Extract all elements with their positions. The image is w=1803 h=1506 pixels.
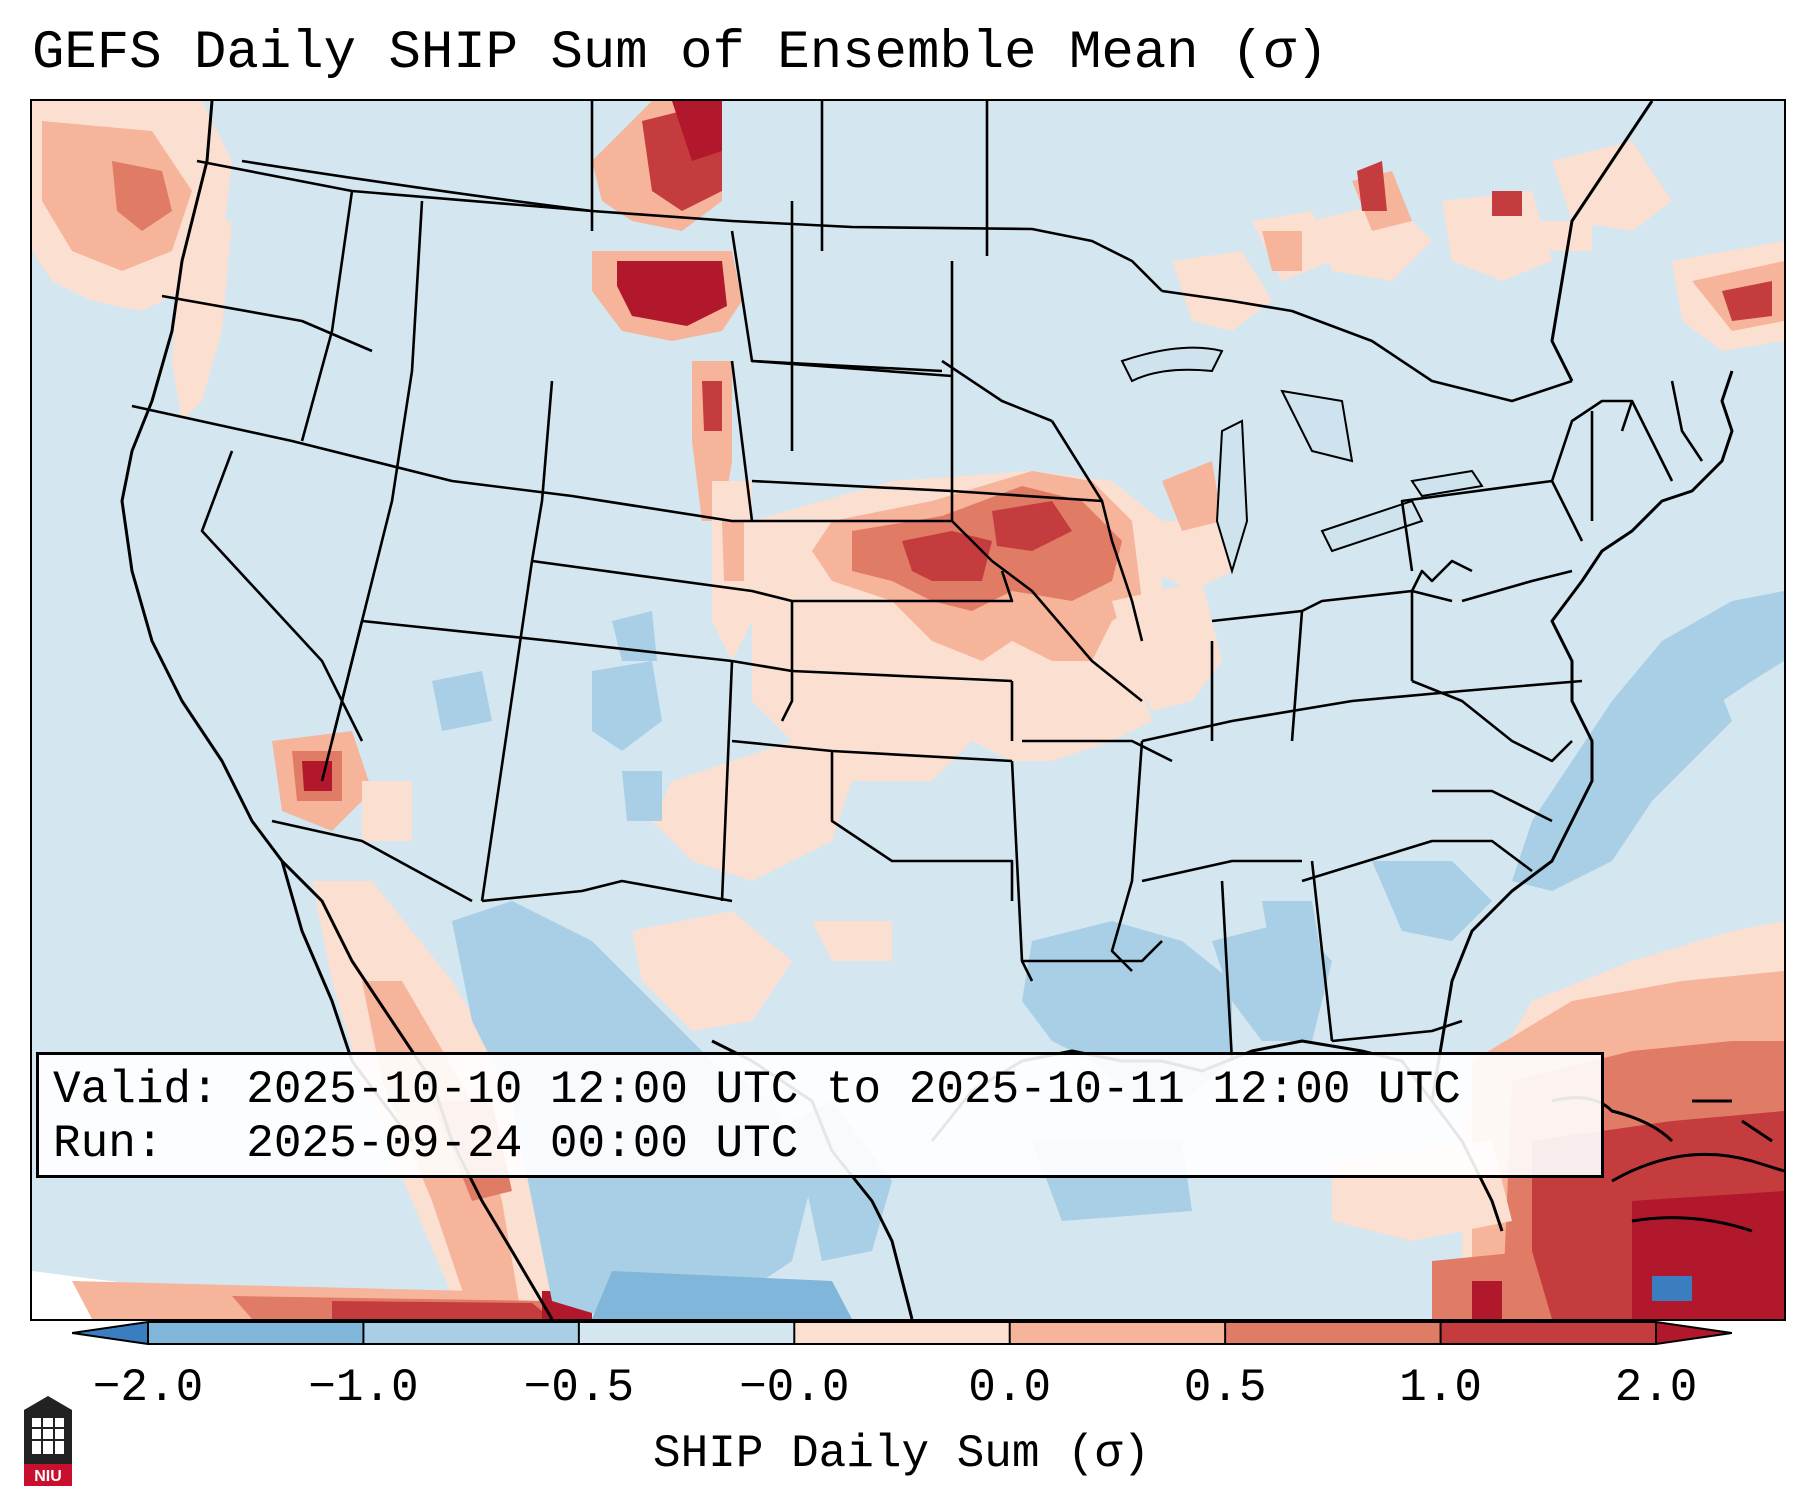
map-title: GEFS Daily SHIP Sum of Ensemble Mean (σ) — [32, 23, 1329, 84]
valid-label: Valid: — [53, 1064, 219, 1116]
colorbar-tick-label: 2.0 — [1614, 1362, 1698, 1414]
colorbar-extend-high — [1656, 1322, 1732, 1344]
run-label: Run: — [53, 1118, 164, 1170]
colorbar-segment — [148, 1322, 364, 1344]
colorbar-segment — [363, 1322, 580, 1344]
colorbar-segment — [1009, 1322, 1226, 1344]
colorbar-label: SHIP Daily Sum (σ) — [653, 1428, 1150, 1480]
colorbar-tick-label: 1.0 — [1399, 1362, 1482, 1414]
colorbar-tick-label: −2.0 — [92, 1362, 204, 1414]
colorbar-segment — [1225, 1322, 1442, 1344]
colorbar-extend-low — [72, 1322, 148, 1344]
colorbar-tick-label: −0.5 — [523, 1362, 635, 1414]
valid-run-info-box: Valid: 2025-10-10 12:00 UTC to 2025-10-1… — [36, 1052, 1604, 1178]
colorbar-segment — [578, 1322, 795, 1344]
colorbar — [72, 1321, 1732, 1345]
colorbar-tick-label: 0.0 — [968, 1362, 1052, 1414]
colorbar-segment — [794, 1322, 1011, 1344]
valid-value: 2025-10-10 12:00 UTC to 2025-10-11 12:00… — [246, 1064, 1461, 1116]
colorbar-tick-label: −1.0 — [308, 1362, 419, 1414]
colorbar-tick-label: 0.5 — [1183, 1362, 1267, 1414]
colorbar-segment — [1440, 1322, 1657, 1344]
run-value: 2025-09-24 00:00 UTC — [246, 1118, 799, 1170]
university-logo-icon: NIU — [24, 1396, 72, 1486]
logo-text: NIU — [34, 1468, 62, 1485]
colorbar-tick-label: −0.0 — [739, 1362, 850, 1414]
